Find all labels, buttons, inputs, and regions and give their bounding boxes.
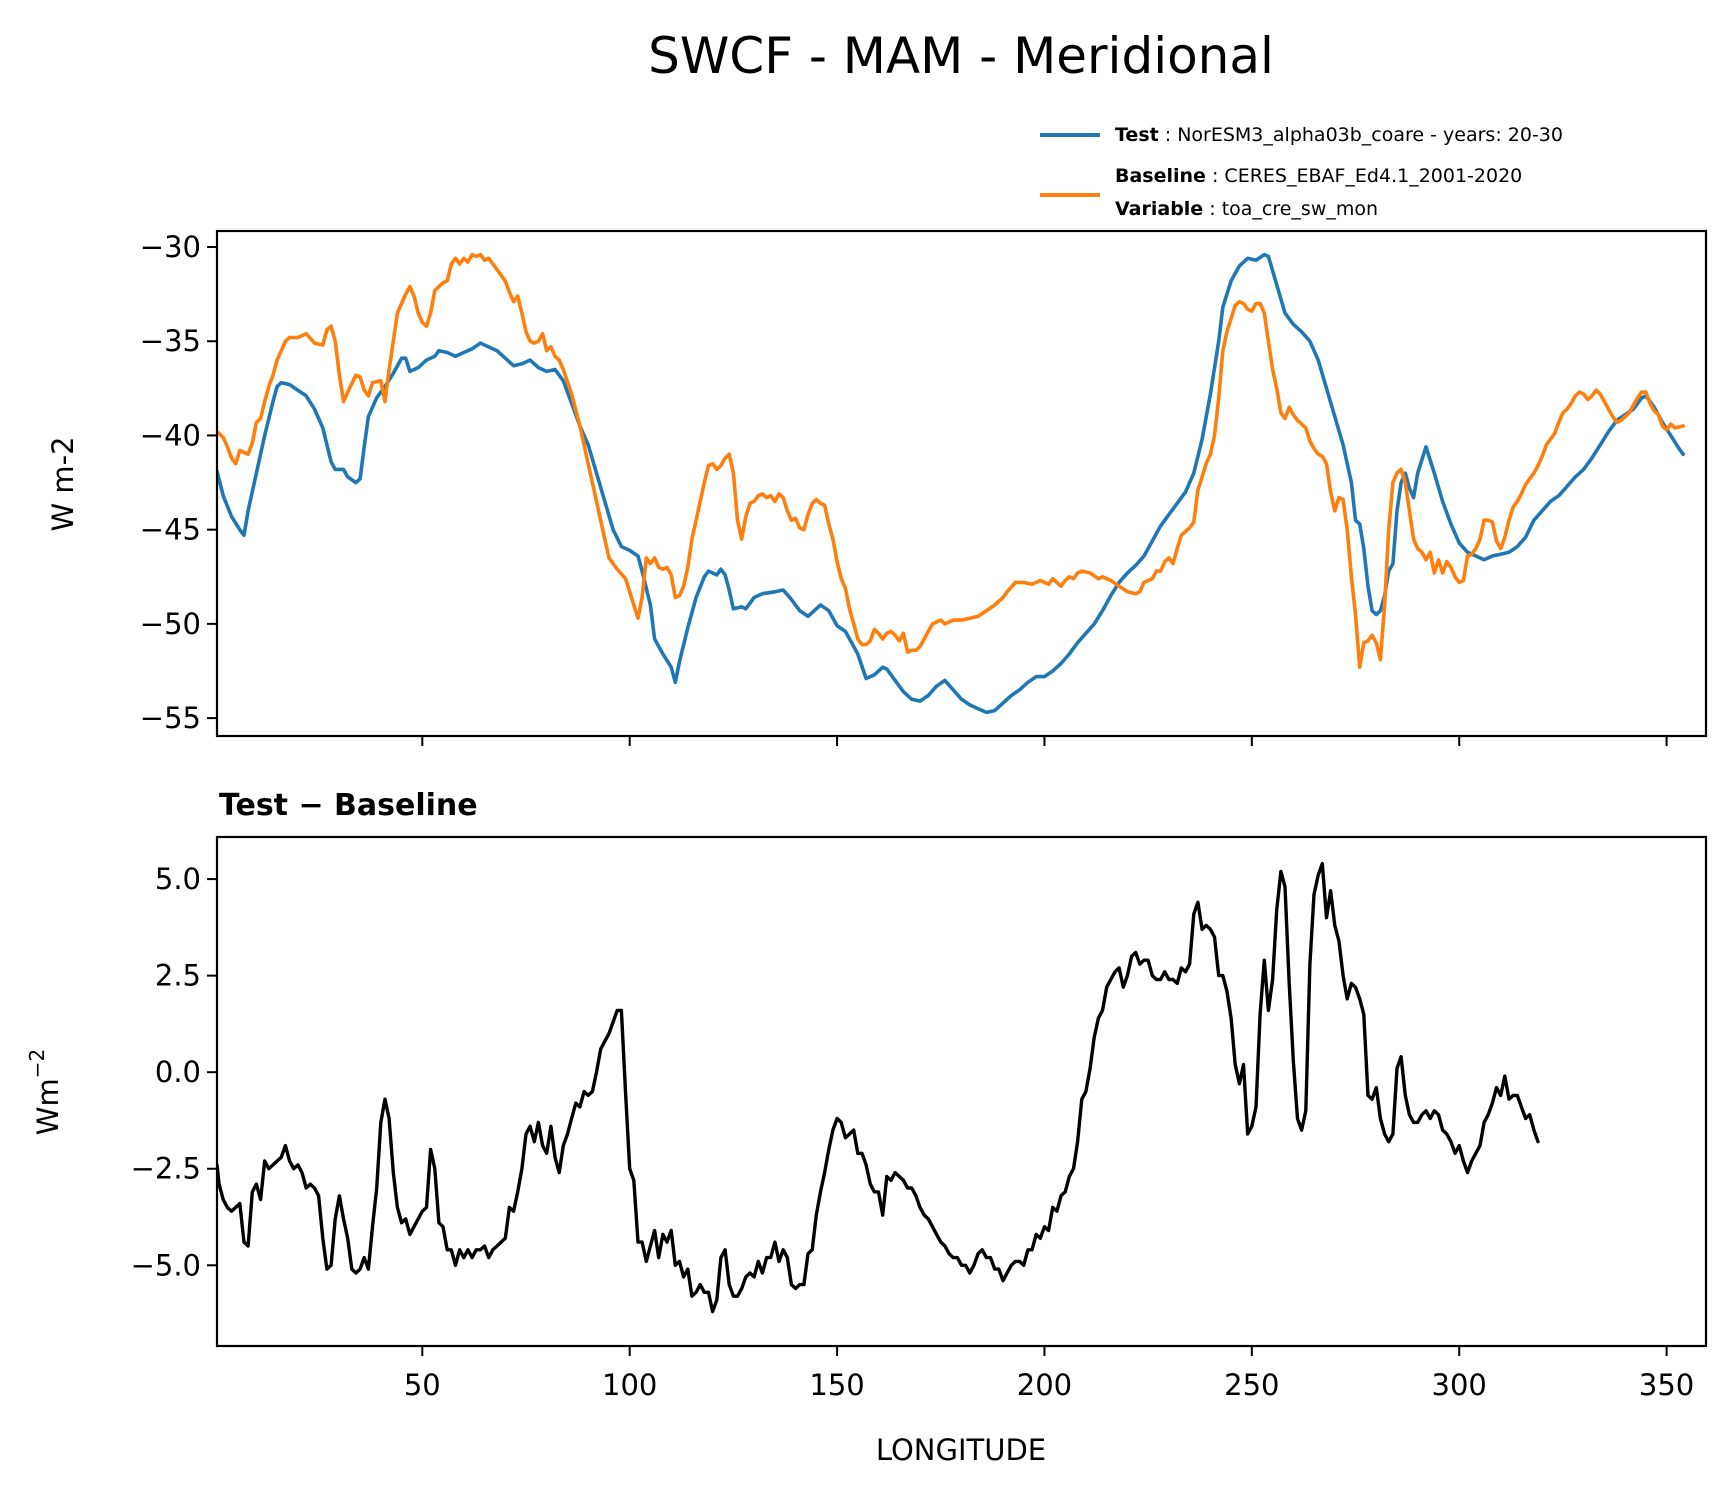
top-axes-frame xyxy=(215,229,1708,738)
top-y-tick-label: −50 xyxy=(140,607,201,641)
top-y-tick-label: −55 xyxy=(140,701,201,735)
bottom-plot-area xyxy=(217,861,1540,1314)
top-series-baseline-line xyxy=(217,252,1685,669)
legend-variable-text: toa_cre_sw_mon xyxy=(1222,198,1378,220)
legend-baseline-text: CERES_EBAF_Ed4.1_2001-2020 xyxy=(1224,165,1522,187)
top-y-axis-label: W m-2 xyxy=(46,436,80,531)
legend-baseline-entry: Baseline : CERES_EBAF_Ed4.1_2001-2020 xyxy=(1115,165,1522,187)
bottom-axes-frame xyxy=(215,835,1708,1348)
bottom-y-tick-label: −5.0 xyxy=(131,1248,201,1282)
bottom-x-axis: 50 100 150 200 250 300 350 xyxy=(404,1346,1694,1402)
bottom-y-axis-label-exponent: −2 xyxy=(25,1049,49,1078)
bottom-y-tick-label: 0.0 xyxy=(155,1055,201,1089)
top-y-tick-label: −30 xyxy=(140,230,201,264)
bottom-y-tick-label: 2.5 xyxy=(155,959,201,993)
bottom-panel-title: Test − Baseline xyxy=(219,788,478,823)
bottom-x-tick-label: 250 xyxy=(1224,1368,1279,1402)
bottom-y-tick-label: 5.0 xyxy=(155,862,201,896)
bottom-panel: Test − Baseline 5.0 2.5 0.0 −2.5 −5.0 50 100 1… xyxy=(25,788,1708,1467)
bottom-x-tick-label: 150 xyxy=(809,1368,864,1402)
legend-separator: : xyxy=(1206,165,1224,187)
legend-test-key: Test xyxy=(1115,124,1159,146)
legend-test-entry: Test : NorESM3_alpha03b_coare - years: 2… xyxy=(1115,124,1563,146)
top-y-tick-label: −40 xyxy=(140,418,201,452)
bottom-x-tick-label: 100 xyxy=(602,1368,657,1402)
legend-separator: : xyxy=(1203,198,1221,220)
top-y-axis: −30 −35 −40 −45 −50 −55 xyxy=(140,230,217,735)
top-plot-area xyxy=(217,252,1685,715)
legend: Test : NorESM3_alpha03b_coare - years: 2… xyxy=(1040,124,1563,220)
legend-separator: : xyxy=(1159,124,1177,146)
bottom-x-tick-label: 50 xyxy=(404,1368,441,1402)
top-series-test-line xyxy=(217,252,1685,715)
bottom-y-tick-label: −2.5 xyxy=(131,1152,201,1186)
legend-baseline-key: Baseline xyxy=(1115,165,1206,187)
bottom-x-tick-label: 300 xyxy=(1432,1368,1487,1402)
top-y-tick-label: −35 xyxy=(140,324,201,358)
legend-variable-key: Variable xyxy=(1115,198,1203,220)
bottom-y-axis: 5.0 2.5 0.0 −2.5 −5.0 xyxy=(131,862,217,1282)
x-axis-label: LONGITUDE xyxy=(876,1433,1046,1467)
legend-variable-entry: Variable : toa_cre_sw_mon xyxy=(1115,198,1378,220)
top-panel: −30 −35 −40 −45 −50 −55 W m-2 xyxy=(46,229,1708,746)
bottom-y-axis-label-main: Wm xyxy=(31,1078,65,1135)
figure-title: SWCF - MAM - Meridional xyxy=(648,27,1274,85)
bottom-x-tick-label: 350 xyxy=(1639,1368,1694,1402)
bottom-y-axis-label: Wm−2 xyxy=(25,1049,65,1135)
bottom-x-tick-label: 200 xyxy=(1017,1368,1072,1402)
legend-test-text: NorESM3_alpha03b_coare - years: 20-30 xyxy=(1177,124,1563,146)
top-y-tick-label: −45 xyxy=(140,513,201,547)
top-x-axis xyxy=(421,736,1668,746)
bottom-series-test-baseline-line xyxy=(217,861,1540,1314)
